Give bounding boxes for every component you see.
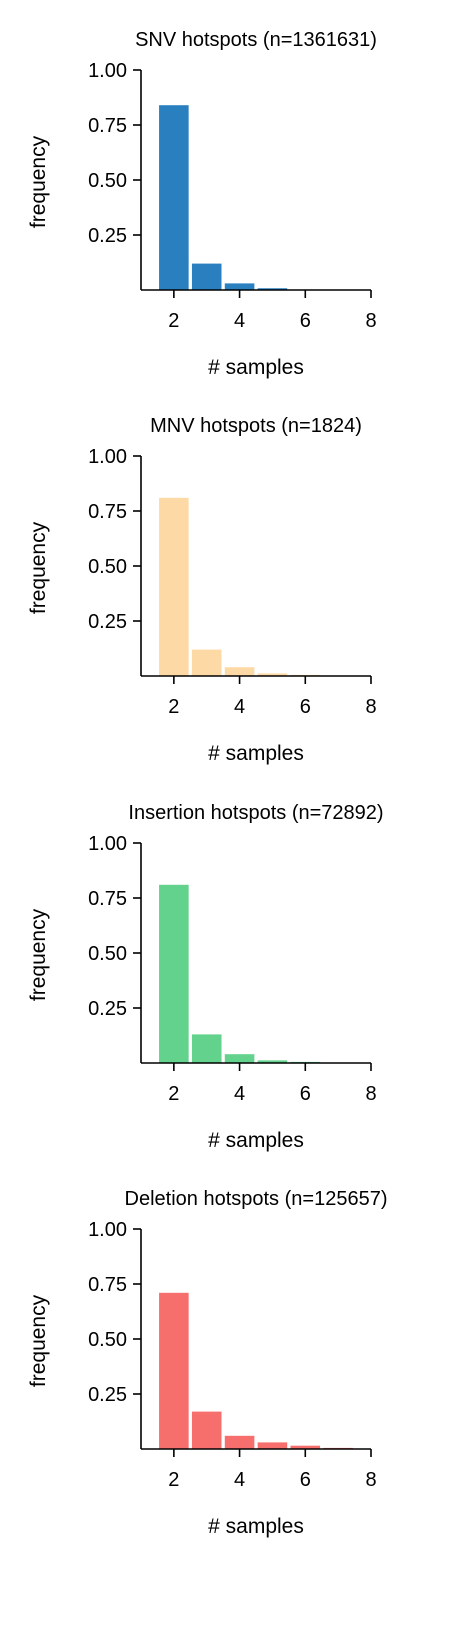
chart-svg: MNV hotspots (n=1824) 0.25 0.50 0.75 1.00 2 4 6… (27, 415, 377, 765)
y-tick-label: 0.75 (88, 501, 127, 523)
chart-panel-0: SNV hotspots (n=1361631) 0.25 0.50 0.75 1.00… (0, 0, 461, 408)
y-tick-label: 0.25 (88, 998, 127, 1020)
bar-6 (290, 1445, 321, 1449)
y-tick-label: 0.50 (88, 556, 127, 578)
x-tick-label: 2 (168, 310, 179, 332)
x-axis-label: # samples (208, 1129, 304, 1152)
y-tick-label: 1.00 (88, 833, 127, 855)
bar-5 (257, 1442, 288, 1449)
bar-4 (224, 1054, 255, 1063)
chart-title: SNV hotspots (n=1361631) (135, 29, 377, 51)
x-tick-label: 4 (234, 696, 245, 718)
bar-3 (191, 263, 222, 290)
bar-5 (257, 673, 288, 676)
y-tick-label: 0.50 (88, 1329, 127, 1351)
chart-panel-1: MNV hotspots (n=1824) 0.25 0.50 0.75 1.00 2 4 6… (0, 386, 461, 794)
bar-3 (191, 1411, 222, 1449)
bar-4 (224, 283, 255, 290)
x-tick-label: 6 (300, 696, 311, 718)
bar-5 (257, 288, 288, 290)
x-tick-label: 2 (168, 696, 179, 718)
chart-title: Insertion hotspots (n=72892) (128, 802, 383, 824)
chart-panel-3: Deletion hotspots (n=125657) 0.25 0.50 0.75… (0, 1159, 461, 1567)
y-tick-label: 0.50 (88, 170, 127, 192)
bar-5 (257, 1060, 288, 1063)
bar-3 (191, 649, 222, 676)
x-tick-label: 4 (234, 1469, 245, 1491)
y-tick-label: 0.25 (88, 1384, 127, 1406)
x-tick-label: 6 (300, 310, 311, 332)
x-tick-label: 8 (365, 696, 376, 718)
chart-svg: Insertion hotspots (n=72892) 0.25 0.50 0.75… (27, 802, 384, 1152)
y-tick-label: 0.75 (88, 888, 127, 910)
chart-title: Deletion hotspots (n=125657) (125, 1188, 388, 1210)
y-tick-label: 0.75 (88, 1274, 127, 1296)
chart-svg: Deletion hotspots (n=125657) 0.25 0.50 0.75… (27, 1188, 388, 1538)
x-axis-label: # samples (208, 1515, 304, 1538)
x-tick-label: 8 (365, 310, 376, 332)
chart-panel-2: Insertion hotspots (n=72892) 0.25 0.50 0.75… (0, 773, 461, 1181)
bar-3 (191, 1034, 222, 1063)
x-tick-label: 6 (300, 1469, 311, 1491)
y-axis-label: frequency (27, 908, 50, 1001)
y-axis-label: frequency (27, 1294, 50, 1387)
x-tick-label: 8 (365, 1469, 376, 1491)
x-tick-label: 6 (300, 1083, 311, 1105)
x-tick-label: 8 (365, 1083, 376, 1105)
y-tick-label: 0.25 (88, 225, 127, 247)
y-tick-label: 1.00 (88, 60, 127, 82)
y-tick-label: 0.75 (88, 115, 127, 137)
x-axis-label: # samples (208, 356, 304, 379)
bar-2 (159, 1292, 189, 1449)
y-axis-label: frequency (27, 135, 50, 228)
y-tick-label: 0.50 (88, 943, 127, 965)
x-tick-label: 4 (234, 310, 245, 332)
bar-2 (159, 884, 189, 1063)
x-axis-label: # samples (208, 742, 304, 765)
bar-4 (224, 1435, 255, 1449)
bar-2 (159, 497, 189, 676)
x-tick-label: 2 (168, 1469, 179, 1491)
y-axis-label: frequency (27, 521, 50, 614)
y-tick-label: 1.00 (88, 446, 127, 468)
y-tick-label: 0.25 (88, 611, 127, 633)
y-tick-label: 1.00 (88, 1219, 127, 1241)
x-tick-label: 4 (234, 1083, 245, 1105)
x-tick-label: 2 (168, 1083, 179, 1105)
bar-2 (159, 105, 189, 290)
chart-svg: SNV hotspots (n=1361631) 0.25 0.50 0.75 1.00… (27, 29, 377, 379)
chart-title: MNV hotspots (n=1824) (150, 415, 362, 437)
bar-4 (224, 667, 255, 676)
